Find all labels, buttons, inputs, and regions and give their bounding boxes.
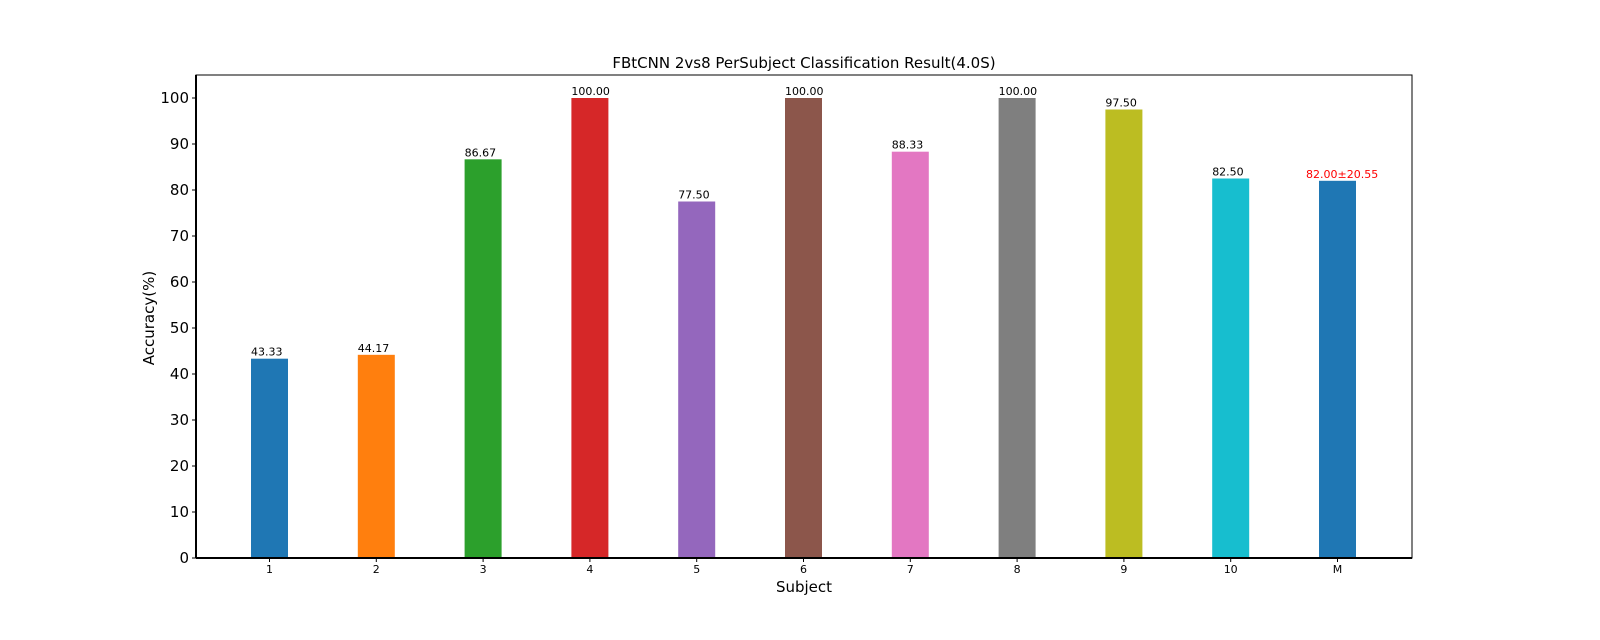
data-label-4: 100.00 [571,85,610,98]
x-tick-label: 6 [800,563,807,576]
data-label-1: 43.33 [251,346,283,359]
bar-2 [357,354,395,558]
data-label-8: 100.00 [999,85,1038,98]
data-label-M: 82.00±20.55 [1306,168,1378,181]
y-axis-label: Accuracy(%) [140,271,158,365]
x-axis-label: Subject [776,578,832,596]
x-tick-label: 8 [1014,563,1021,576]
x-axis-ticks: 1 2 3 4 5 6 7 8 9 10 M [266,558,1342,576]
y-tick-label: 10 [170,503,189,521]
data-label-3: 86.67 [465,146,497,159]
data-label-5: 77.50 [678,189,710,202]
bar-1 [251,358,288,558]
y-axis-ticks: 0 10 20 30 40 50 60 70 80 90 100 [160,89,196,567]
y-tick-label: 60 [170,273,189,291]
y-tick-label: 0 [179,549,189,567]
data-label-9: 97.50 [1105,97,1137,110]
y-tick-label: 80 [170,181,189,199]
bar-5 [678,201,716,558]
x-tick-label: 9 [1120,563,1127,576]
x-tick-label: 5 [693,563,700,576]
data-label-6: 100.00 [785,85,824,98]
chart-title: FBtCNN 2vs8 PerSubject Classification Re… [612,54,995,72]
y-tick-label: 30 [170,411,189,429]
x-tick-label: 1 [266,563,273,576]
x-tick-label: M [1333,563,1343,576]
bar-4 [571,98,609,558]
x-tick-label: 4 [586,563,593,576]
bar-6 [785,98,822,558]
data-label-2: 44.17 [358,342,390,355]
bar-10 [1212,178,1250,558]
x-tick-label: 10 [1224,563,1238,576]
bar-7 [891,151,929,558]
y-tick-label: 70 [170,227,189,245]
data-label-7: 88.33 [892,139,924,152]
y-tick-label: 90 [170,135,189,153]
x-tick-label: 7 [907,563,914,576]
bar-8 [998,98,1036,558]
bar-3 [464,159,502,558]
bar-M [1319,180,1356,559]
x-tick-label: 2 [373,563,380,576]
y-tick-label: 50 [170,319,189,337]
y-tick-label: 20 [170,457,189,475]
y-tick-label: 100 [160,89,189,107]
bars-group: 43.33 44.17 86.67 100.00 77.50 100.00 88.33 100… [251,85,1378,559]
bar-9 [1105,109,1143,558]
data-label-10: 82.50 [1212,166,1244,179]
y-tick-label: 40 [170,365,189,383]
x-tick-label: 3 [480,563,487,576]
